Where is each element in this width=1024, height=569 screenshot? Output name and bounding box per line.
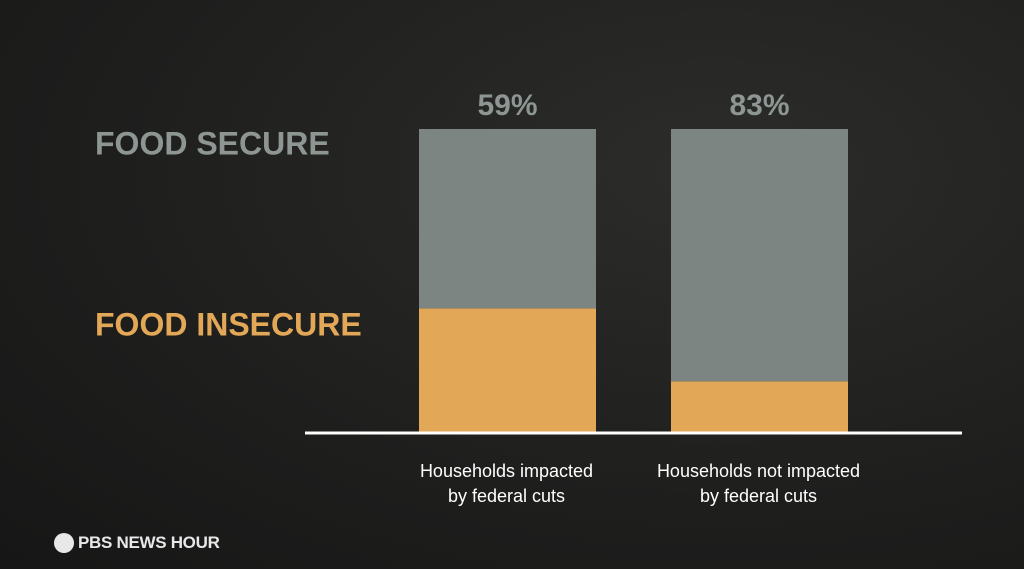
category-label: Households not impacted by federal cuts xyxy=(656,461,861,506)
logo-icon xyxy=(54,533,74,553)
legend-label: FOOD SECURE xyxy=(95,125,330,161)
legend-label: FOOD INSECURE xyxy=(95,306,362,342)
bar-segment xyxy=(671,129,848,382)
bar-segment xyxy=(671,381,848,433)
logo: PBS NEWS HOUR xyxy=(54,533,220,553)
value-label: 83% xyxy=(729,89,789,122)
value-label: 59% xyxy=(477,89,537,122)
bar-segment xyxy=(419,129,596,309)
bar-segment xyxy=(419,308,596,433)
logo-text: PBS NEWS HOUR xyxy=(78,533,220,552)
category-label: Households impacted by federal cuts xyxy=(419,461,594,506)
